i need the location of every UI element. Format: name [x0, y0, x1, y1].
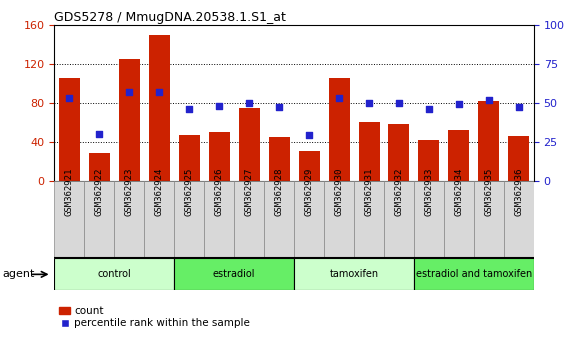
Bar	[144, 181, 174, 258]
Text: GSM362936: GSM362936	[514, 167, 524, 216]
Bar	[204, 181, 234, 258]
Bar	[179, 135, 200, 181]
Point	[124, 89, 134, 95]
Bar	[328, 78, 349, 181]
Bar	[89, 153, 110, 181]
Bar	[299, 152, 320, 181]
Bar	[148, 34, 170, 181]
Text: GSM362925: GSM362925	[184, 167, 194, 216]
Text: GSM362935: GSM362935	[484, 167, 493, 216]
Bar	[85, 181, 114, 258]
Text: control: control	[97, 269, 131, 279]
Text: GSM362922: GSM362922	[95, 167, 104, 216]
Bar	[359, 122, 380, 181]
Bar	[54, 181, 85, 258]
Text: estradiol and tamoxifen: estradiol and tamoxifen	[416, 269, 532, 279]
Bar	[264, 181, 294, 258]
Bar	[388, 124, 409, 181]
Point	[184, 106, 194, 112]
Point	[215, 103, 224, 109]
Text: GSM362929: GSM362929	[304, 167, 313, 216]
Bar	[444, 181, 474, 258]
Bar	[474, 181, 504, 258]
Text: GSM362934: GSM362934	[455, 167, 464, 216]
Text: agent: agent	[3, 269, 35, 279]
Bar	[114, 181, 144, 258]
Bar	[119, 59, 140, 181]
Text: GSM362932: GSM362932	[395, 167, 404, 216]
Text: GDS5278 / MmugDNA.20538.1.S1_at: GDS5278 / MmugDNA.20538.1.S1_at	[54, 11, 286, 24]
Text: GSM362924: GSM362924	[155, 167, 164, 216]
Point	[514, 104, 524, 110]
Bar	[414, 181, 444, 258]
Bar	[174, 258, 294, 290]
Legend: count, percentile rank within the sample: count, percentile rank within the sample	[59, 306, 250, 328]
Bar	[59, 78, 80, 181]
Text: GSM362928: GSM362928	[275, 167, 284, 216]
Bar	[504, 181, 534, 258]
Bar	[294, 258, 414, 290]
Point	[275, 104, 284, 110]
Bar	[239, 108, 260, 181]
Bar	[54, 258, 174, 290]
Point	[155, 89, 164, 95]
Bar	[448, 130, 469, 181]
Text: GSM362927: GSM362927	[244, 167, 254, 216]
Bar	[234, 181, 264, 258]
Bar	[174, 181, 204, 258]
Point	[304, 132, 313, 138]
Text: GSM362923: GSM362923	[124, 167, 134, 216]
Bar	[354, 181, 384, 258]
Bar	[208, 132, 230, 181]
Bar	[384, 181, 414, 258]
Bar	[294, 181, 324, 258]
Point	[335, 95, 344, 101]
Bar	[268, 137, 289, 181]
Point	[424, 106, 433, 112]
Point	[65, 95, 74, 101]
Text: estradiol: estradiol	[213, 269, 255, 279]
Bar	[324, 181, 354, 258]
Bar	[419, 139, 440, 181]
Point	[95, 131, 104, 137]
Text: GSM362931: GSM362931	[364, 167, 373, 216]
Bar	[478, 101, 500, 181]
Point	[484, 97, 493, 102]
Text: tamoxifen: tamoxifen	[329, 269, 379, 279]
Point	[455, 101, 464, 107]
Bar	[508, 136, 529, 181]
Point	[244, 100, 254, 105]
Text: GSM362933: GSM362933	[424, 167, 433, 216]
Text: GSM362930: GSM362930	[335, 167, 344, 216]
Point	[364, 100, 373, 105]
Bar	[414, 258, 534, 290]
Text: GSM362921: GSM362921	[65, 167, 74, 216]
Point	[395, 100, 404, 105]
Text: GSM362926: GSM362926	[215, 167, 224, 216]
